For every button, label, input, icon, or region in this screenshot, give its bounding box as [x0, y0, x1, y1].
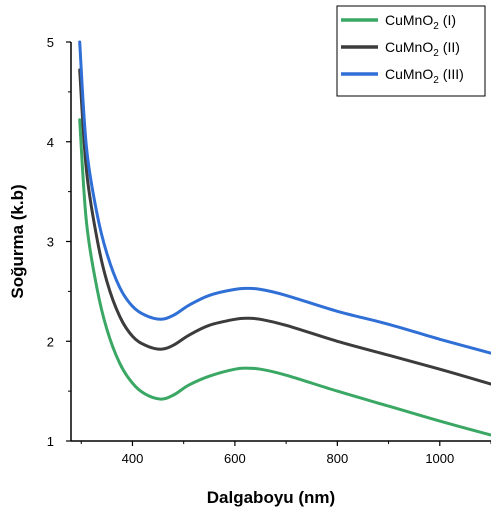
series-line-2: [78, 68, 491, 386]
series-line-3: [78, 40, 491, 355]
legend: CuMnO2 (I) CuMnO2 (II) CuMnO2 (III): [336, 5, 486, 97]
x-tick-label: 1000: [425, 451, 454, 466]
y-tick-label: 5: [47, 35, 54, 50]
x-tick-label: 800: [326, 451, 348, 466]
y-axis-title: Soğurma (k.b): [8, 184, 27, 298]
y-tick-label: 4: [47, 135, 54, 150]
y-tick-label: 1: [47, 434, 54, 449]
y-ticks: 1 2 3 4 5: [47, 35, 71, 449]
plot-area: [78, 40, 491, 437]
x-tick-label: 400: [122, 451, 144, 466]
x-tick-label: 600: [224, 451, 246, 466]
legend-label-2: CuMnO2 (II): [385, 39, 460, 59]
series-line-1: [78, 118, 491, 437]
legend-label-3: CuMnO2 (III): [385, 66, 464, 86]
y-tick-label: 3: [47, 235, 54, 250]
legend-label-1: CuMnO2 (I): [385, 12, 456, 32]
x-axis-title: Dalgaboyu (nm): [207, 488, 335, 507]
y-tick-label: 2: [47, 334, 54, 349]
x-ticks: 400 600 800 1000: [80, 441, 491, 466]
